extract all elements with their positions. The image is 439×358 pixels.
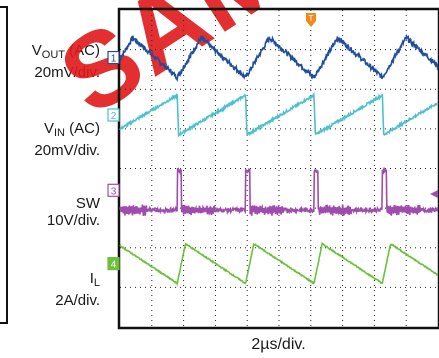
vout-name: VOUT (AC) — [31, 42, 100, 61]
channel-label-vin: VIN (AC) 20mV/div. — [34, 120, 100, 159]
trigger-letter: T — [309, 14, 314, 23]
timebase-caption: 2µs/div. — [0, 336, 439, 354]
channel-marker-number-vout: 1 — [111, 54, 117, 65]
il-scale: 2A/div. — [55, 292, 100, 309]
previous-panel-frame — [0, 6, 8, 324]
channel-marker-sw — [107, 183, 120, 197]
vout-scale: 20mV/div. — [34, 64, 100, 81]
channel-label-sw: SW 10V/div. — [47, 195, 100, 229]
scope-traces — [119, 33, 439, 287]
channel-marker-number-vin: 2 — [111, 111, 117, 122]
channel-label-il: IL 2A/div. — [55, 270, 100, 309]
trigger-level-arrow — [430, 190, 438, 198]
channel-marker-number-il: 4 — [111, 260, 117, 271]
sw-scale: 10V/div. — [46, 212, 100, 229]
scope-screen-border — [117, 7, 439, 330]
trace-il — [119, 241, 439, 287]
vin-name: VIN (AC) — [43, 120, 100, 139]
vin-scale: 20mV/div. — [34, 142, 100, 159]
channel-marker-il — [107, 257, 120, 271]
channel-markers: 1 2 3 4 — [107, 50, 120, 271]
sw-name: SW — [75, 195, 100, 212]
trace-vin — [119, 91, 439, 138]
trigger-marker: T — [306, 13, 438, 198]
il-name: IL — [89, 270, 100, 289]
channel-marker-vin — [107, 108, 120, 122]
sample-watermark: SAMPLE — [40, 0, 439, 137]
trace-sw — [119, 166, 439, 216]
trace-vout — [119, 33, 439, 82]
trigger-arrow — [306, 13, 316, 27]
channel-marker-number-sw: 3 — [111, 186, 117, 197]
channel-label-vout: VOUT (AC) 20mV/div. — [32, 42, 100, 81]
channel-marker-vout — [107, 50, 120, 65]
timebase-label: 2µs/div. — [251, 336, 306, 353]
